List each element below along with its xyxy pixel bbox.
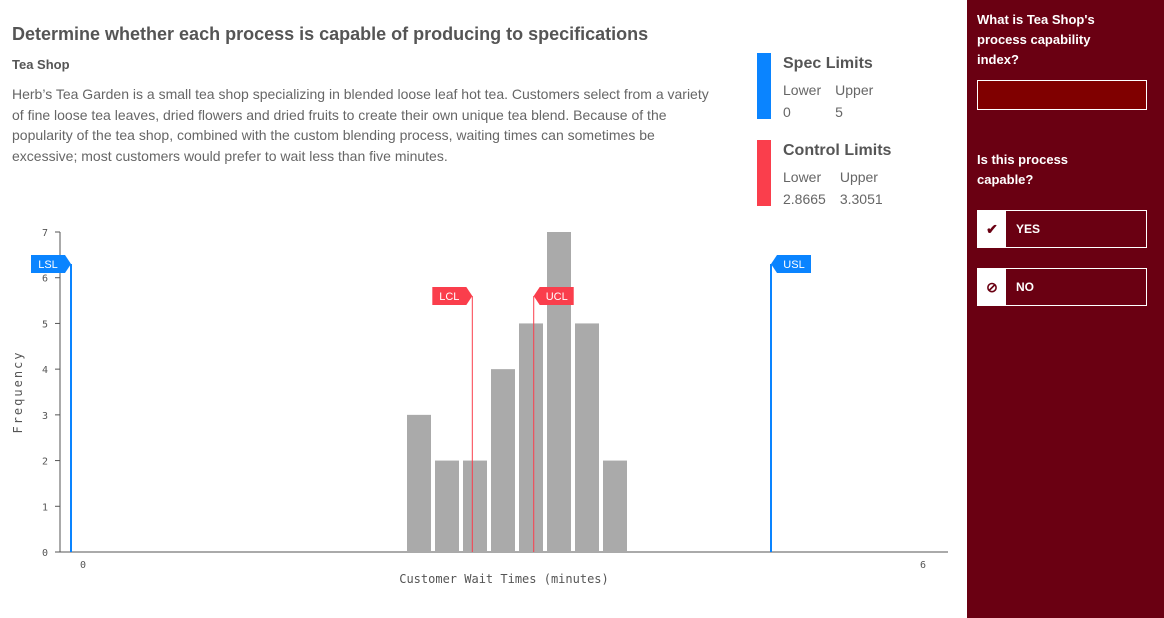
yes-button[interactable]: ✔ YES [977,210,1147,248]
process-description: Herb’s Tea Garden is a small tea shop sp… [12,86,709,164]
y-tick-label: 6 [42,274,48,285]
control-lower-label: Lower [783,169,822,185]
control-upper-value: 3.3051 [839,191,883,207]
answer-sidebar: What is Tea Shop's process capability in… [967,0,1164,618]
limit-flag-lsl [31,255,71,273]
spec-limits-title: Spec Limits [783,55,873,72]
control-limits-title: Control Limits [783,142,892,159]
y-tick-label: 3 [42,411,48,422]
histogram-bar [519,323,543,552]
capability-index-input[interactable] [977,80,1147,110]
histogram-bar [435,460,459,552]
spec-upper-value: 5 [835,104,843,120]
y-tick-label: 7 [42,228,48,239]
process-name: Tea Shop [12,57,70,72]
histogram-bar [547,232,571,552]
histogram-bar [603,460,627,552]
x-axis-label: Customer Wait Times (minutes) [399,572,609,586]
spec-lower-value: 0 [783,104,791,120]
control-limits-swatch [757,140,771,206]
yes-label: YES [1016,222,1041,236]
limit-label-ucl: UCL [546,291,568,303]
histogram-chart: 0 1 2 3 4 5 6 7 0 6 Customer Wait Times (minutes) F… [11,228,948,586]
spec-limits-swatch [757,53,771,119]
spec-upper-label: Upper [835,82,874,98]
y-tick-label: 4 [42,365,48,376]
y-axis-label: Frequency [11,350,25,433]
limit-flag-ucl [533,287,574,305]
control-upper-label: Upper [839,169,878,185]
histogram-bar [463,460,487,552]
x-tick-label: 0 [80,560,86,571]
limit-label-usl: USL [783,259,804,271]
limit-flag-usl [771,255,811,273]
y-tick-label: 1 [42,502,48,513]
page-title: Determine whether each process is capabl… [12,24,649,44]
no-label: NO [1016,280,1034,294]
histogram-bar [575,323,599,552]
no-button[interactable]: ⊘ NO [977,268,1147,306]
capability-question: What is Tea Shop's process capability in… [977,12,1095,67]
y-tick-label: 2 [42,457,48,468]
limit-label-lsl: LSL [38,259,58,271]
y-tick-label: 5 [42,319,48,330]
limit-label-lcl: LCL [439,291,459,303]
control-lower-value: 2.8665 [783,191,826,207]
spec-lower-label: Lower [783,82,822,98]
histogram-bar [407,414,431,552]
capable-question: Is this process capable? [977,152,1069,187]
ban-icon: ⊘ [978,269,1006,305]
histogram-bar [491,369,515,552]
x-tick-label: 6 [920,560,926,571]
y-tick-label: 0 [42,548,48,559]
check-icon: ✔ [978,211,1006,247]
limit-flag-lcl [432,287,473,305]
